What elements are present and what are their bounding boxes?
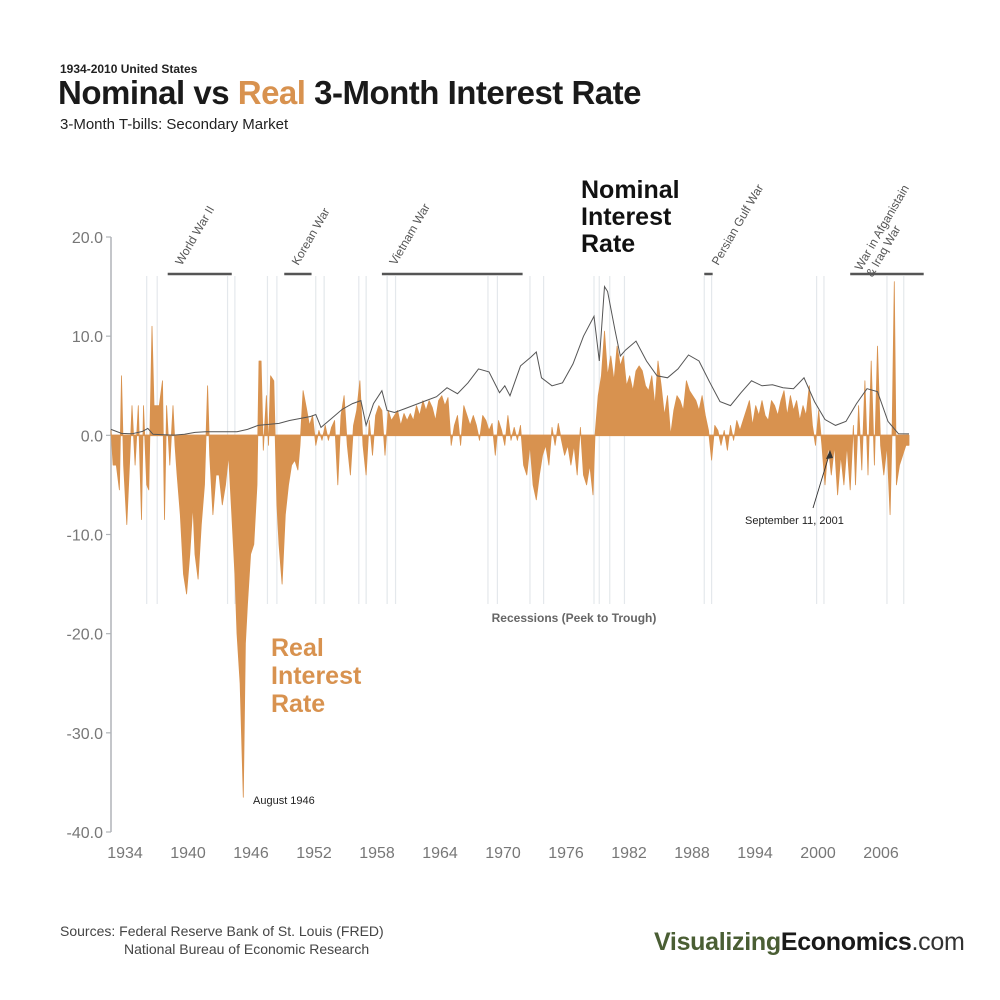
september-11-annotation: September 11, 2001 bbox=[745, 515, 844, 527]
nominal-label-line: Rate bbox=[581, 230, 635, 258]
war-label: Persian Gulf War bbox=[709, 182, 767, 268]
x-tick-label: 1940 bbox=[170, 845, 206, 862]
real-series-label: Real Interest Rate bbox=[271, 634, 362, 718]
nominal-label-line: Interest bbox=[581, 203, 672, 231]
x-tick-label: 1958 bbox=[359, 845, 395, 862]
chart-kicker: 1934-2010 United States bbox=[60, 62, 198, 76]
y-tick-label: 0.0 bbox=[81, 428, 103, 445]
x-tick-label: 1988 bbox=[674, 845, 710, 862]
war-label: World War II bbox=[172, 203, 217, 267]
nominal-rate-line bbox=[110, 285, 910, 436]
war-label: War in Afganistain& Iraq War bbox=[852, 182, 924, 279]
title-highlight-real: Real bbox=[237, 74, 306, 111]
brand-part-3: .com bbox=[911, 928, 965, 956]
y-tick-label: 10.0 bbox=[72, 329, 103, 346]
y-tick-label: -20.0 bbox=[67, 627, 104, 644]
recessions-label: Recessions (Peek to Trough) bbox=[492, 611, 657, 625]
real-rate-area bbox=[110, 281, 910, 798]
war-label-line: Korean War bbox=[289, 205, 333, 267]
real-label-line: Rate bbox=[271, 690, 325, 718]
x-tick-label: 2000 bbox=[800, 845, 836, 862]
august-1946-annotation: August 1946 bbox=[253, 795, 315, 807]
brand-part-2: Economics bbox=[780, 928, 912, 956]
annotations: August 1946 September 11, 2001 Recessions … bbox=[253, 450, 844, 807]
y-tick-label: -40.0 bbox=[67, 825, 104, 842]
x-tick-label: 1934 bbox=[107, 845, 143, 862]
x-tick-label: 1970 bbox=[485, 845, 521, 862]
chart-subtitle: 3-Month T-bills: Secondary Market bbox=[60, 116, 289, 133]
nominal-series-label: Nominal Interest Rate bbox=[581, 176, 680, 258]
real-rate-area-path bbox=[110, 281, 910, 798]
x-tick-label: 1976 bbox=[548, 845, 584, 862]
brand-part-1: Visualizing bbox=[654, 928, 781, 956]
sources-line-1: Sources: Federal Reserve Bank of St. Lou… bbox=[60, 923, 384, 939]
arrow-head-icon bbox=[826, 450, 833, 459]
september-11-arrow-line bbox=[812, 451, 831, 509]
title-part-1: Nominal vs bbox=[58, 74, 238, 111]
x-tick-label: 2006 bbox=[863, 845, 899, 862]
real-label-line: Interest bbox=[271, 662, 362, 690]
x-tick-label: 1964 bbox=[422, 845, 458, 862]
title-part-2: 3-Month Interest Rate bbox=[305, 74, 641, 111]
sources: Sources: Federal Reserve Bank of St. Lou… bbox=[60, 922, 384, 958]
sources-line-2: National Bureau of Economic Research bbox=[124, 941, 370, 957]
x-tick-label: 1952 bbox=[296, 845, 332, 862]
war-label-line: Vietnam War bbox=[386, 201, 432, 267]
war-label: Vietnam War bbox=[386, 201, 432, 267]
real-label-line: Real bbox=[271, 634, 324, 662]
x-tick-label: 1946 bbox=[233, 845, 269, 862]
war-label: Korean War bbox=[289, 205, 333, 267]
y-tick-label: -10.0 bbox=[67, 528, 104, 545]
nominal-label-line: Nominal bbox=[581, 176, 680, 204]
brand-logo[interactable]: VisualizingEconomics.com bbox=[654, 928, 965, 957]
war-periods: World War II Korean War Vietnam War Persian… bbox=[167, 182, 924, 279]
x-tick-label: 1982 bbox=[611, 845, 647, 862]
chart-title: Nominal vs Real 3-Month Interest Rate bbox=[58, 74, 641, 112]
x-tick-label: 1994 bbox=[737, 845, 773, 862]
war-label-line: World War II bbox=[172, 203, 217, 267]
nominal-rate-line-path bbox=[110, 285, 910, 436]
y-tick-label: 20.0 bbox=[72, 230, 103, 247]
y-tick-label: -30.0 bbox=[67, 726, 104, 743]
war-label-line: Persian Gulf War bbox=[709, 182, 767, 268]
